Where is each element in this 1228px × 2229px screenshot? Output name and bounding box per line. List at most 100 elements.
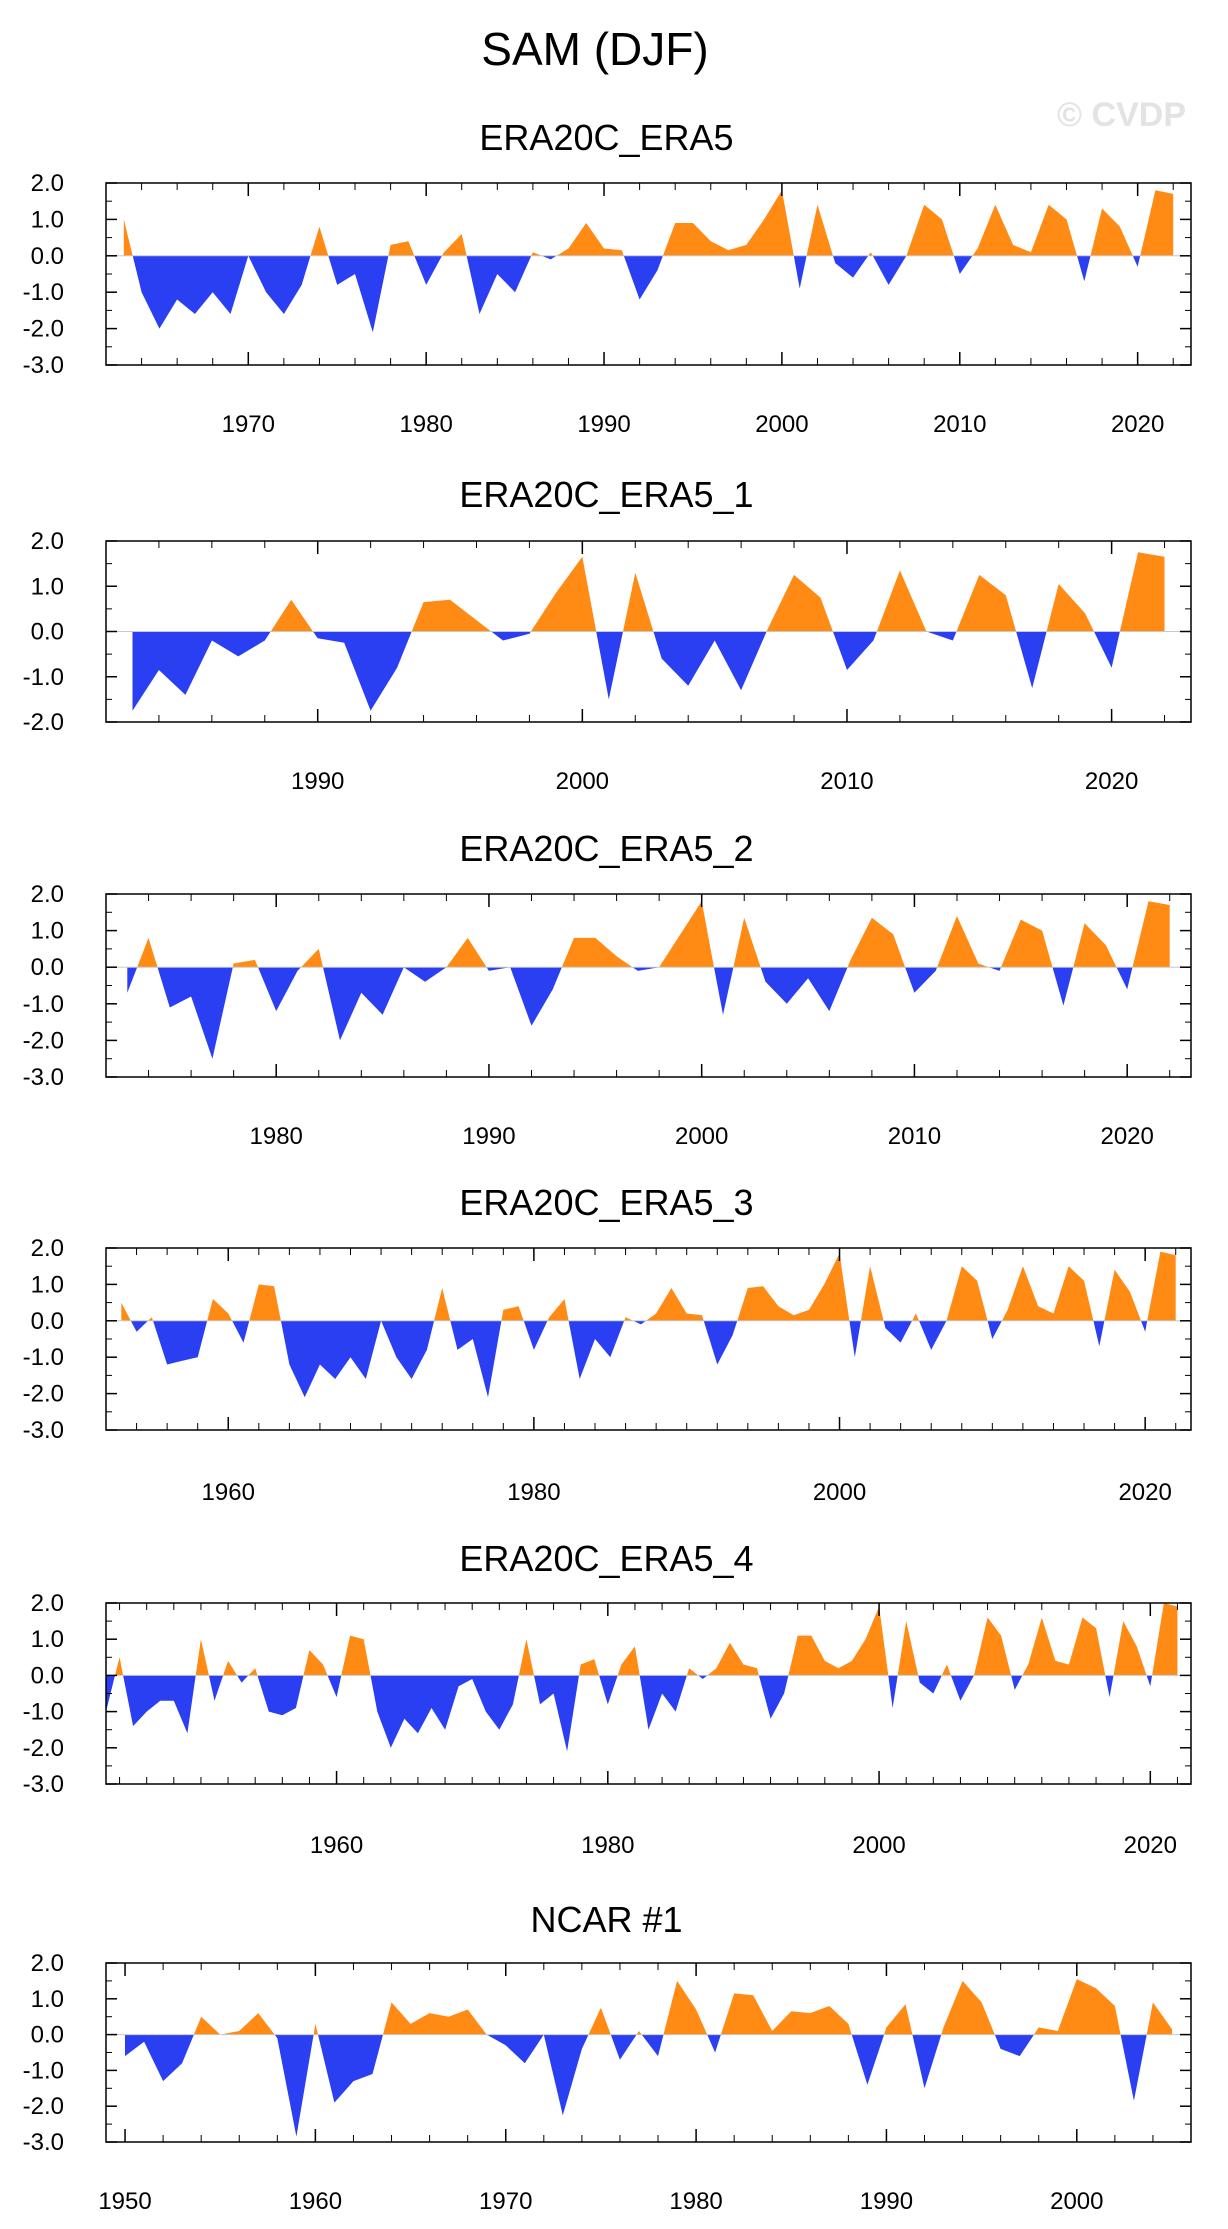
positive-anomaly-area bbox=[137, 937, 158, 968]
positive-anomaly-area bbox=[123, 219, 133, 256]
panel-3: ERA20C_ERA5_2 2.0 1.0 0.0 -1.0 -2.0 -3.0 1980 19… bbox=[23, 828, 1192, 1150]
negative-anomaly-area bbox=[707, 2034, 721, 2053]
negative-anomaly-area bbox=[994, 2034, 1034, 2057]
negative-anomaly-area bbox=[568, 1320, 625, 1379]
negative-anomaly-area bbox=[1105, 1675, 1114, 1698]
positive-anomaly-area bbox=[207, 1299, 233, 1321]
negative-anomaly-area bbox=[596, 631, 623, 700]
y-tick-label: 2.0 bbox=[31, 1590, 64, 1617]
negative-anomaly-area bbox=[641, 2034, 664, 2057]
positive-anomaly-area bbox=[884, 2004, 913, 2035]
y-tick-label: 1.0 bbox=[31, 206, 64, 233]
negative-anomaly-area bbox=[639, 1675, 687, 1730]
positive-anomaly-area bbox=[1132, 901, 1170, 968]
y-tick-label: -1.0 bbox=[23, 279, 64, 306]
positive-anomaly-area bbox=[623, 572, 654, 632]
positive-anomaly-area bbox=[193, 2016, 221, 2035]
negative-anomaly-area bbox=[953, 255, 973, 274]
y-tick-label: 0.0 bbox=[31, 1662, 64, 1689]
negative-anomaly-area bbox=[328, 255, 389, 333]
positive-anomaly-area bbox=[1001, 1266, 1094, 1321]
negative-anomaly-area bbox=[905, 967, 938, 993]
y-tick-label: 0.0 bbox=[31, 954, 64, 981]
y-tick-label: 0.0 bbox=[31, 243, 64, 270]
positive-anomaly-area bbox=[1104, 1269, 1141, 1321]
y-tick-label: 2.0 bbox=[31, 528, 64, 555]
negative-anomaly-area bbox=[849, 1320, 861, 1358]
y-tick-label: -2.0 bbox=[23, 1027, 64, 1054]
y-tick-label: -1.0 bbox=[23, 1699, 64, 1726]
y-tick-label: 1.0 bbox=[31, 573, 64, 600]
x-tick-label: 1950 bbox=[98, 2188, 151, 2215]
negative-anomaly-area bbox=[258, 967, 301, 1012]
negative-anomaly-area bbox=[153, 1320, 208, 1365]
x-tick-label: 1980 bbox=[250, 1123, 303, 1150]
x-tick-label: 1960 bbox=[310, 1832, 363, 1859]
y-tick-label: -1.0 bbox=[23, 664, 64, 691]
x-tick-label: 1980 bbox=[669, 2188, 722, 2215]
positive-anomaly-area bbox=[115, 1657, 124, 1676]
positive-anomaly-area bbox=[868, 252, 873, 256]
y-tick-label: 0.0 bbox=[31, 1308, 64, 1335]
negative-anomaly-area bbox=[127, 967, 138, 993]
panel-title: ERA20C_ERA5_3 bbox=[459, 1182, 753, 1223]
positive-anomaly-area bbox=[906, 204, 954, 256]
panel-title: ERA20C_ERA5_2 bbox=[459, 828, 753, 869]
negative-anomaly-area bbox=[888, 1675, 898, 1708]
y-tick-label: -2.0 bbox=[23, 2093, 64, 2120]
positive-anomaly-area bbox=[556, 223, 624, 256]
panel-1: ERA20C_ERA5 2.0 1.0 0.0 -1.0 -2.0 -3.0 1970 1980… bbox=[23, 117, 1192, 438]
positive-anomaly-area bbox=[662, 190, 794, 256]
negative-anomaly-area bbox=[248, 255, 311, 314]
negative-anomaly-area bbox=[1094, 631, 1120, 668]
negative-anomaly-area bbox=[987, 1320, 1002, 1339]
positive-anomaly-area bbox=[636, 2031, 642, 2035]
y-tick-label: 1.0 bbox=[31, 1626, 64, 1653]
positive-anomaly-area bbox=[579, 1659, 600, 1676]
negative-anomaly-area bbox=[157, 967, 233, 1059]
positive-anomaly-area bbox=[733, 917, 761, 968]
negative-anomaly-area bbox=[918, 1675, 942, 1694]
positive-anomaly-area bbox=[148, 1317, 153, 1321]
negative-anomaly-area bbox=[926, 631, 957, 641]
negative-anomaly-area bbox=[370, 1675, 519, 1748]
positive-anomaly-area bbox=[956, 574, 1017, 632]
positive-anomaly-area bbox=[707, 1642, 759, 1676]
positive-anomaly-area bbox=[1022, 1617, 1106, 1676]
negative-anomaly-area bbox=[833, 255, 869, 278]
x-tick-label: 1990 bbox=[291, 768, 344, 795]
positive-anomaly-area bbox=[937, 916, 989, 968]
x-tick-label: 2010 bbox=[888, 1123, 941, 1150]
negative-anomaly-area bbox=[610, 2034, 637, 2060]
x-tick-label: 2020 bbox=[1118, 1479, 1171, 1506]
x-tick-label: 2020 bbox=[1111, 411, 1164, 438]
y-tick-label: 0.0 bbox=[31, 2022, 64, 2049]
x-tick-label: 2010 bbox=[933, 411, 986, 438]
y-tick-label: 0.0 bbox=[31, 619, 64, 646]
panels: ERA20C_ERA5 2.0 1.0 0.0 -1.0 -2.0 -3.0 1970 1980… bbox=[23, 117, 1192, 2215]
x-tick-label: 1960 bbox=[289, 2188, 342, 2215]
positive-anomaly-area bbox=[806, 204, 833, 256]
negative-anomaly-area bbox=[486, 967, 511, 971]
panel-title: NCAR #1 bbox=[530, 1899, 682, 1940]
y-tick-label: -2.0 bbox=[23, 1381, 64, 1408]
positive-anomaly-area bbox=[588, 2007, 611, 2035]
x-tick-label: 1980 bbox=[581, 1832, 634, 1859]
x-tick-label: 2020 bbox=[1124, 1832, 1177, 1859]
y-tick-label: -3.0 bbox=[23, 2129, 64, 2156]
negative-anomaly-area bbox=[208, 1675, 224, 1701]
y-tick-label: 1.0 bbox=[31, 1271, 64, 1298]
positive-anomaly-area bbox=[531, 252, 542, 256]
positive-anomaly-area bbox=[501, 1306, 524, 1321]
x-tick-label: 2000 bbox=[675, 1123, 728, 1150]
negative-anomaly-area bbox=[534, 1675, 579, 1752]
positive-anomaly-area bbox=[195, 1639, 209, 1676]
negative-anomaly-area bbox=[132, 631, 271, 711]
negative-anomaly-area bbox=[1052, 967, 1074, 1006]
positive-anomaly-area bbox=[1034, 1979, 1121, 2035]
positive-anomaly-area bbox=[1119, 552, 1165, 632]
x-tick-label: 2000 bbox=[1050, 2188, 1103, 2215]
positive-anomaly-area bbox=[1001, 919, 1053, 968]
main-title: SAM (DJF) bbox=[481, 23, 708, 75]
